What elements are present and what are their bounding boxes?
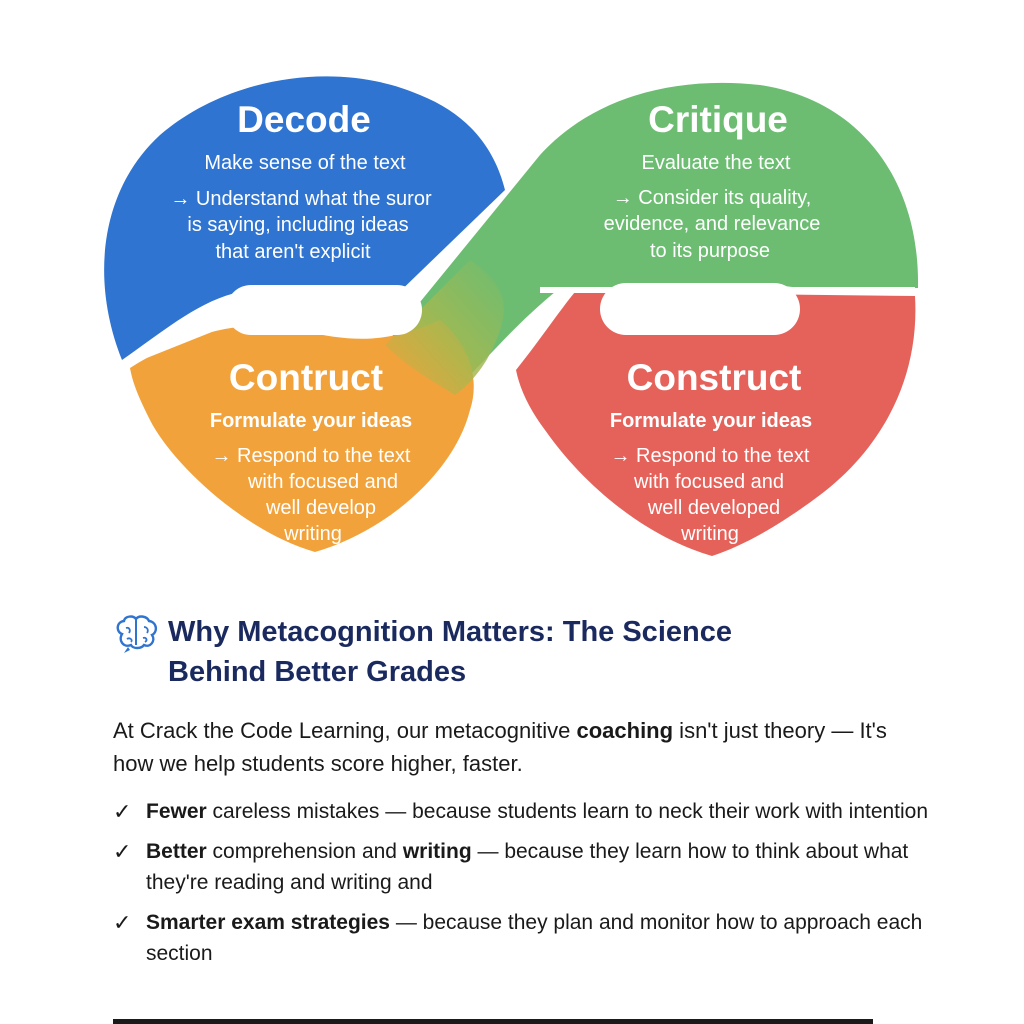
section-heading: Why Metacognition Matters: The Science B… (114, 612, 994, 692)
decode-subtitle: Make sense of the text (204, 152, 406, 174)
construct-line-4: writing (680, 523, 739, 545)
section-title-line-1: Why Metacognition Matters: The Science (168, 616, 732, 648)
benefit-rest-2: — because they learn how to think about … (146, 840, 909, 894)
decode-line-2: is saying, including ideas (187, 214, 408, 236)
brain-icon (116, 615, 157, 653)
benefit-bold-2: writing (402, 840, 472, 863)
construct-lobe (516, 292, 916, 556)
benefit-bold: Smarter exam strategies (146, 911, 390, 934)
construct-title: Construct (627, 357, 802, 398)
contruct-line-3: well develop (265, 497, 376, 519)
benefit-item: ✓ Smarter exam strategies — because they… (113, 907, 933, 969)
contruct-title: Contruct (229, 357, 383, 398)
benefits-list: ✓ Fewer careless mistakes — because stud… (113, 796, 933, 978)
decode-line-1: → Understand what the suror (170, 188, 432, 210)
benefit-rest: careless mistakes — because students lea… (206, 800, 929, 823)
critique-line-3: to its purpose (650, 240, 770, 262)
infinity-diagram: Decode Make sense of the text → Understa… (104, 76, 919, 556)
check-icon: ✓ (113, 799, 132, 824)
benefit-rest: — because they plan and monitor how to a… (146, 911, 923, 965)
decode-lobe (104, 76, 506, 360)
intro-text-b: isn't just theory — It's how we help stu… (113, 718, 887, 776)
section-title: Why Metacognition Matters: The Science B… (168, 612, 732, 692)
benefit-text: Better comprehension and writing — becau… (146, 836, 933, 898)
critique-lobe (385, 82, 919, 375)
benefit-item: ✓ Fewer careless mistakes — because stud… (113, 796, 933, 827)
decode-title: Decode (237, 99, 371, 140)
intro-text-bold: coaching (576, 718, 674, 743)
construct-line-3: well developed (647, 497, 780, 519)
left-gap (226, 285, 422, 335)
critique-line-1: → Consider its quality, (613, 187, 812, 209)
construct-line-1: → Respond to the text (610, 445, 809, 467)
divider-left (119, 315, 241, 369)
crossing-blend (385, 260, 504, 395)
construct-subtitle: Formulate your ideas (610, 410, 812, 432)
benefit-text: Fewer careless mistakes — because studen… (146, 796, 928, 827)
cut-off-text-line (113, 1014, 933, 1024)
benefit-rest: comprehension and (206, 840, 403, 863)
check-icon: ✓ (113, 839, 132, 864)
section-title-line-2: Behind Better Grades (168, 656, 467, 688)
contruct-subtitle: Formulate your ideas (210, 410, 412, 432)
right-gap (600, 283, 800, 335)
check-icon: ✓ (113, 910, 132, 935)
critique-title: Critique (648, 99, 788, 140)
intro-paragraph: At Crack the Code Learning, our metacogn… (113, 714, 913, 780)
decode-line-3: that aren't explicit (215, 241, 370, 263)
benefit-bold: Fewer (146, 800, 207, 823)
benefit-bold: Better (146, 840, 207, 863)
contruct-line-4: writing (283, 523, 342, 545)
contruct-line-1: → Respond to the text (211, 445, 410, 467)
contruct-line-2: with focused and (247, 471, 398, 493)
contruct-lobe (130, 320, 474, 552)
critique-subtitle: Evaluate the text (642, 152, 791, 174)
intro-text-a: At Crack the Code Learning, our metacogn… (113, 718, 577, 743)
critique-line-2: evidence, and relevance (604, 213, 821, 235)
benefit-text: Smarter exam strategies — because they p… (146, 907, 933, 969)
benefit-item: ✓ Better comprehension and writing — bec… (113, 836, 933, 898)
construct-line-2: with focused and (633, 471, 784, 493)
